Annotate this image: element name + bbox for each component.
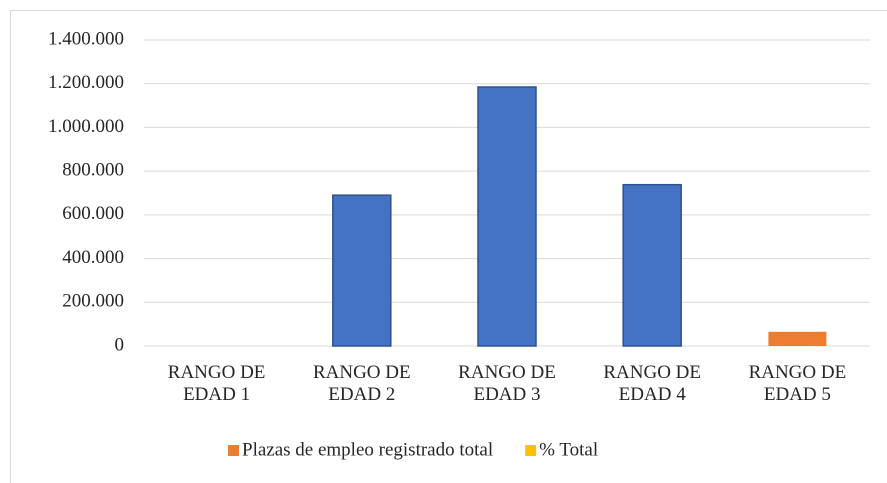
chart-border [10,10,887,483]
y-tick-label: 0 [115,334,125,355]
y-tick-label: 600.000 [62,203,124,224]
legend-label: % Total [539,439,598,460]
legend-label: Plazas de empleo registrado total [242,439,493,460]
y-tick-label: 400.000 [62,247,124,268]
x-tick-label: RANGO DE EDAD 2 [312,362,411,405]
legend-swatch [525,445,537,456]
y-tick-label: 800.000 [62,160,124,181]
x-tick-label: RANGO DE EDAD 3 [458,362,556,405]
x-tick-label: RANGO DE EDAD 5 [748,362,847,405]
bar [768,331,827,346]
x-tick-label: RANGO DE EDAD 1 [167,362,266,405]
y-tick-label: 1.000.000 [48,116,124,137]
y-tick-label: 200.000 [62,291,124,312]
y-tick-label: 1.200.000 [48,72,124,93]
bar [622,183,682,347]
y-tick-label: 1.400.000 [48,28,124,49]
bar [332,194,392,347]
bar [477,86,537,347]
legend-swatch [228,445,239,456]
x-tick-label: RANGO DE EDAD 4 [603,362,701,405]
